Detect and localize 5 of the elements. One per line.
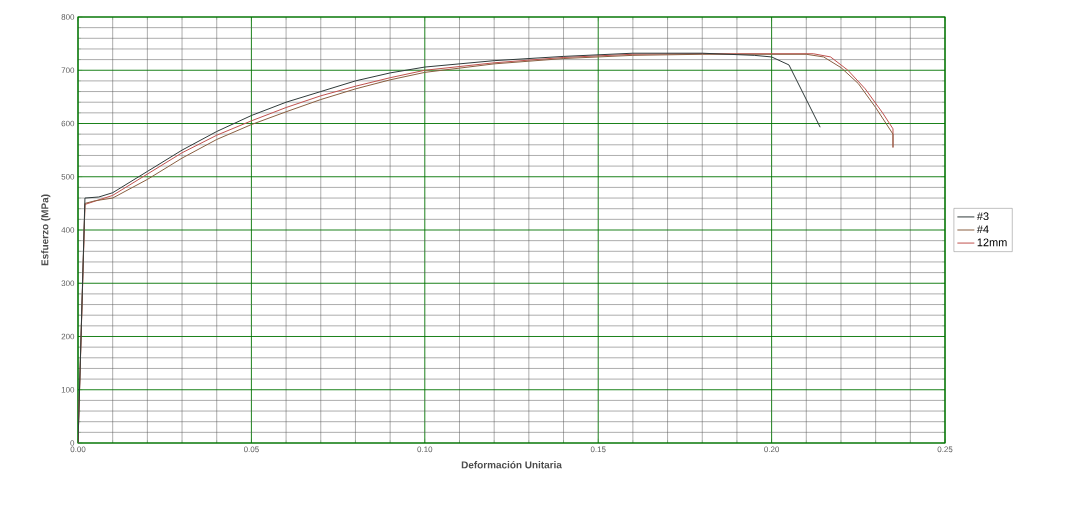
legend-label: #4 bbox=[976, 225, 989, 234]
x-axis-title: Deformación Unitaria bbox=[461, 460, 562, 469]
y-axis-title: Esfuerzo (MPa) bbox=[41, 194, 51, 266]
legend-label: 12mm bbox=[977, 238, 1007, 247]
legend-label: #3 bbox=[976, 212, 989, 221]
